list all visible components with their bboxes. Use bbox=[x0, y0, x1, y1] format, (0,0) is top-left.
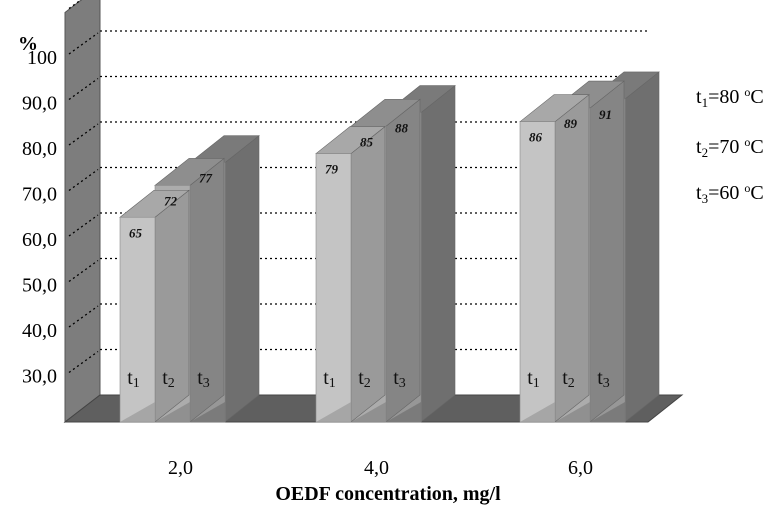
y-tick-label: 60,0 bbox=[22, 229, 57, 251]
bar-side bbox=[589, 80, 625, 423]
bar-series-label: t3 bbox=[393, 367, 406, 391]
data-label: 86 bbox=[529, 130, 543, 145]
left-wall bbox=[64, 0, 101, 424]
y-tick-label: 100 bbox=[27, 47, 57, 69]
legend-entry: t3=60 oC bbox=[696, 181, 764, 206]
gridline-diagonal bbox=[68, 214, 99, 237]
gridline-diagonal bbox=[68, 259, 99, 283]
x-tick-label: 6,0 bbox=[568, 457, 593, 479]
bar-series-label: t1 bbox=[127, 367, 140, 391]
y-tick-label: 40,0 bbox=[22, 320, 57, 342]
bar-side bbox=[385, 98, 421, 423]
bar-base-shade bbox=[386, 402, 421, 422]
data-label: 77 bbox=[199, 171, 213, 186]
x-axis-label: OEDF concentration, mg/l bbox=[275, 483, 501, 505]
bar-side bbox=[224, 135, 260, 423]
bar-base-shade bbox=[351, 402, 386, 422]
bar-series-label: t1 bbox=[323, 367, 336, 391]
y-tick-label: 70,0 bbox=[22, 184, 57, 206]
data-label: 85 bbox=[360, 134, 374, 149]
legend-entry: t1=80 oC bbox=[696, 85, 764, 110]
bar-base-shade bbox=[155, 402, 190, 422]
y-tick-label: 80,0 bbox=[22, 138, 57, 160]
data-label: 65 bbox=[129, 225, 143, 240]
bar-base-shade bbox=[520, 402, 555, 422]
bar bbox=[315, 153, 352, 423]
data-label: 89 bbox=[564, 116, 578, 131]
data-label: 79 bbox=[325, 162, 339, 177]
legend-entry: t2=70 oC bbox=[696, 135, 764, 160]
bar-series-label: t3 bbox=[197, 367, 210, 391]
bar-base-shade bbox=[120, 402, 155, 422]
bar-series-label: t1 bbox=[527, 367, 540, 391]
gridline-diagonal bbox=[68, 123, 99, 146]
bar-series-label: t2 bbox=[358, 367, 371, 391]
gridline-diagonal bbox=[68, 168, 99, 192]
bar-side bbox=[624, 71, 660, 423]
x-tick-label: 2,0 bbox=[168, 457, 193, 479]
gridline-diagonal bbox=[68, 0, 82, 10]
bar-base-shade bbox=[316, 402, 351, 422]
data-label: 88 bbox=[395, 121, 409, 136]
y-tick-label: 50,0 bbox=[22, 275, 57, 297]
y-tick-label: 90,0 bbox=[22, 93, 57, 115]
bar-base-shade bbox=[590, 402, 625, 422]
bars bbox=[119, 71, 660, 423]
bar-base-shade bbox=[190, 402, 225, 422]
bar-side bbox=[554, 94, 590, 423]
x-tick-label: 4,0 bbox=[364, 457, 389, 479]
gridline-diagonal bbox=[68, 305, 99, 328]
bar-base-shade bbox=[555, 402, 590, 422]
bar-series-label: t2 bbox=[162, 367, 175, 391]
bar bbox=[519, 121, 556, 423]
data-label: 72 bbox=[164, 193, 178, 208]
bar-side bbox=[420, 84, 456, 423]
data-label: 91 bbox=[599, 107, 612, 122]
bar bbox=[119, 216, 156, 423]
y-tick-label: 30,0 bbox=[22, 366, 57, 388]
bar-series-label: t3 bbox=[597, 367, 610, 391]
gridline-diagonal bbox=[68, 77, 99, 101]
labels: 30,0 40,0 50,0 60,0 70,0 80,0 90,0 100 65 t1 72 t2 7… bbox=[22, 47, 764, 479]
y-axis-label: % bbox=[18, 33, 38, 55]
gridline-diagonal bbox=[68, 350, 99, 374]
bar-series-label: t2 bbox=[562, 367, 575, 391]
gridline-diagonal bbox=[68, 32, 99, 55]
